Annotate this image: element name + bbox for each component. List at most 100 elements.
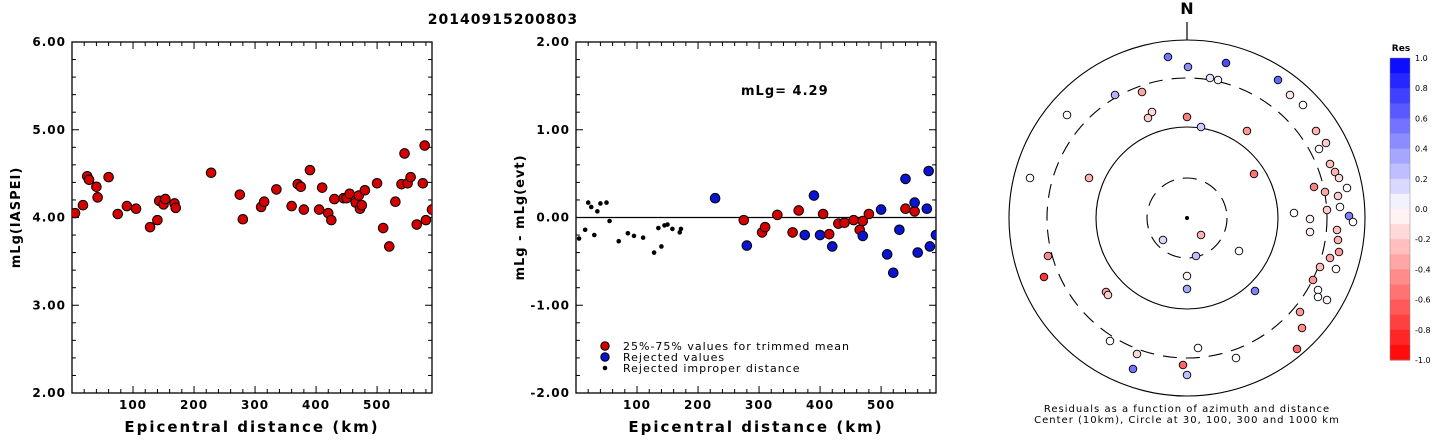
rejected-value-point [924,241,936,252]
colorbar-segment [1390,284,1410,301]
improper-distance-point [678,226,684,232]
colorbar-segment [1390,193,1410,210]
rejected-value-point [814,229,826,241]
rejected-value-point [921,203,933,215]
trimmed-mean-point [313,204,325,215]
colorbar-frame [1389,57,1411,361]
residual-station-point [1313,285,1323,295]
improper-distance-point [670,226,675,232]
residual-station-point [1039,272,1049,282]
x-axis-label: Epicentral distance (km) [124,418,379,436]
x-tick-label: 100 [119,398,147,412]
colorbar-tick-label: 0.4 [1415,145,1428,154]
trimmed-mean-point [359,184,371,196]
improper-distance-point [585,200,591,205]
trimmed-mean-point [326,214,337,226]
rejected-value-point [875,204,887,215]
trimmed-mean-point [411,219,423,230]
residual-station-point [1331,264,1341,274]
residual-station-point [1335,202,1345,212]
y-tick-label: 2.00 [32,386,66,400]
residual-station-point [1330,167,1340,177]
residual-station-point [1250,286,1260,296]
data-points [576,165,936,279]
legend-marker-improper [602,365,608,371]
residual-station-point [1084,173,1094,183]
residual-station-point [1344,211,1354,221]
legend-marker-rejected [600,352,610,362]
residual-station-point [1182,284,1192,294]
rejected-value-point [741,240,753,251]
residual-station-point [1298,100,1308,110]
residual-station-point [1205,73,1215,83]
trimmed-mean-point [295,181,307,193]
trimmed-mean-point [738,214,750,226]
residual-station-point [1309,182,1319,192]
distance-ring [1095,126,1279,310]
trimmed-mean-point [793,205,805,216]
trimmed-mean-point [909,206,920,217]
figure-title: 20140915200803 [428,12,578,28]
improper-distance-point [582,227,588,233]
x-tick-label: 300 [745,398,773,412]
colorbar-segment [1390,239,1410,255]
north-label: N [1180,0,1193,18]
rejected-value-point [808,190,820,201]
y-tick-label: 5.00 [32,123,66,137]
trimmed-mean-point [316,182,328,193]
colorbar-segment [1390,299,1410,316]
trimmed-mean-point [329,193,340,205]
rejected-value-point [909,197,920,208]
improper-distance-point [640,235,646,240]
improper-distance-point [592,232,597,238]
residual-station-point [1333,235,1343,245]
residual-station-point [1234,246,1244,256]
rejected-value-point [881,249,893,260]
x-tick-label: 500 [363,398,391,412]
residual-station-point [1325,159,1335,169]
x-tick-label: 400 [806,398,834,412]
trimmed-mean-point [759,221,771,233]
legend-label: 25%-75% values for trimmed mean [623,340,850,353]
residual-station-point [1196,230,1206,240]
trimmed-mean-point [417,177,429,189]
improper-distance-point [651,250,657,255]
residual-station-point [1322,205,1332,215]
y-tick-label: 6.00 [32,35,66,49]
trimmed-mean-point [91,181,102,193]
trimmed-mean-point [420,214,432,226]
colorbar-segment [1390,254,1410,270]
residual-station-point [1103,290,1113,300]
residual-station-point [1285,90,1295,100]
trimmed-mean-point [823,228,835,240]
colorbar-segment [1390,103,1410,119]
trimmed-mean-point [390,196,401,208]
residual-station-point [1182,112,1192,122]
legend-label: Rejected improper distance [623,362,801,375]
residual-station-point [1308,275,1318,285]
magnitude-vs-distance-panel: 100 200 300 400 500 2.00 3.00 4.00 5.00 6.00 Epice… [9,35,433,436]
y-tick-label: 0.00 [536,211,570,225]
trimmed-mean-point [77,199,89,211]
trimmed-mean-point [857,215,869,227]
colorbar-tick-label: -0.2 [1415,235,1431,244]
x-tick-label: 200 [180,398,208,412]
trimmed-mean-point [92,192,103,203]
residual-station-point [1043,251,1053,261]
trimmed-mean-point [237,213,249,225]
trimmed-mean-point [205,167,217,179]
colorbar-tick-label: 0.8 [1415,84,1428,93]
colorbar-segment [1390,163,1410,180]
residual-station-point [1158,235,1168,245]
trimmed-mean-point [356,199,368,211]
azimuth-residual-polar-panel: N Residuals as a function of azimuth and … [1008,0,1431,426]
trimmed-mean-point [72,207,81,219]
colorbar-tick-label: 0.2 [1415,175,1428,184]
x-axis-label: Epicentral distance (km) [628,418,883,436]
residual-station-point [1242,126,1252,136]
trimmed-mean-point [234,189,246,200]
colorbar-segment [1390,88,1410,104]
residual-station-point [1325,253,1335,263]
trimmed-mean-point [405,171,416,183]
residual-station-point [1182,370,1192,380]
